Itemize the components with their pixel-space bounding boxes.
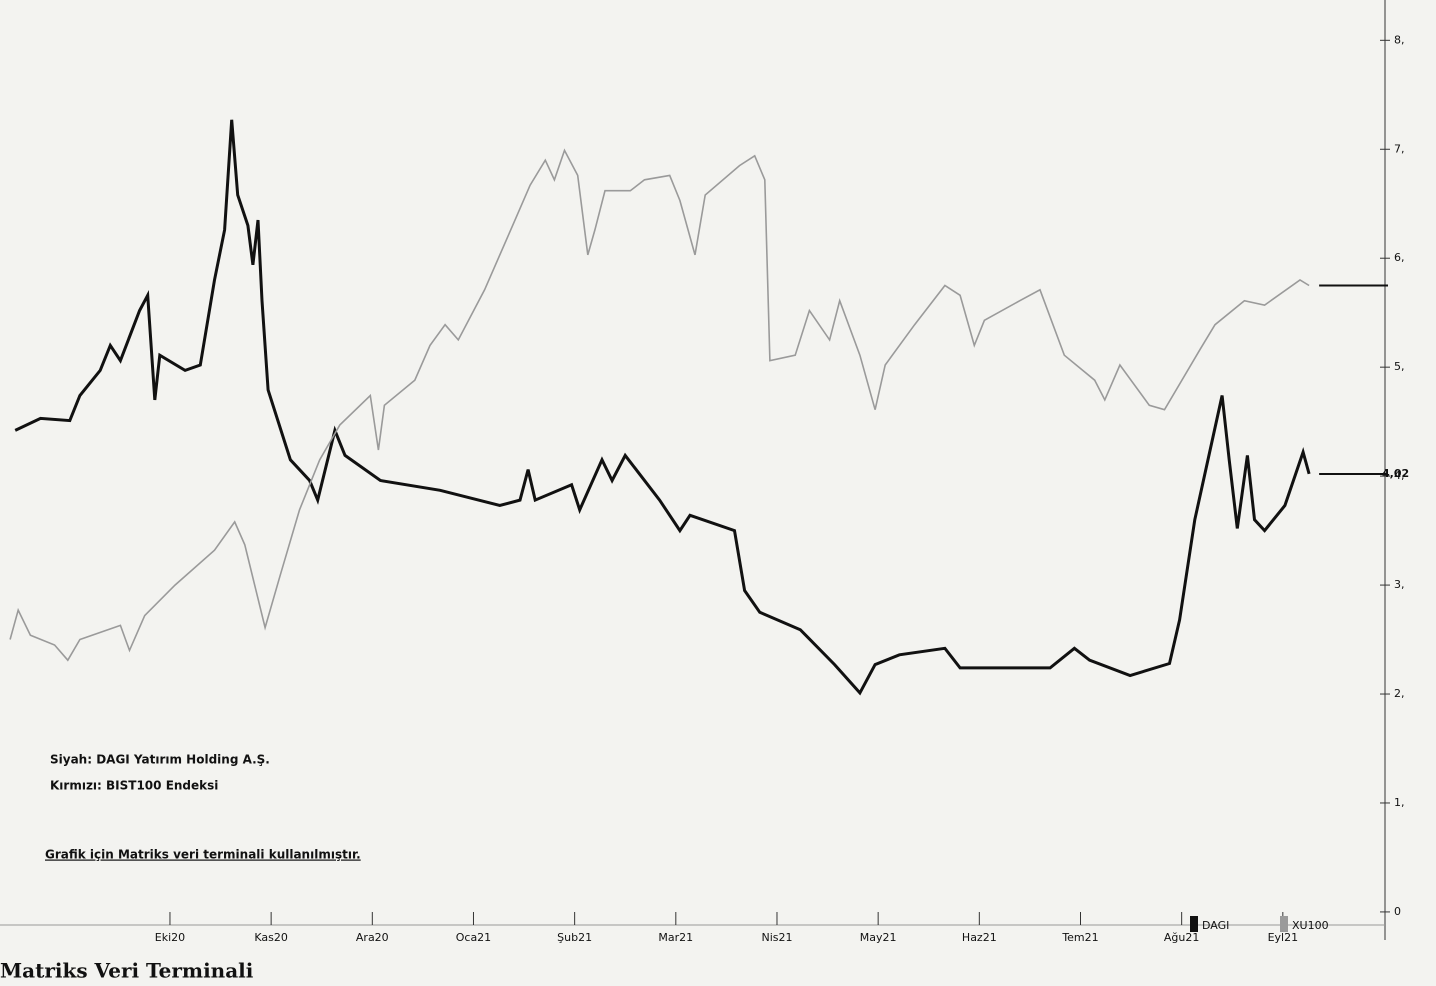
y-tick-label: 3, bbox=[1394, 578, 1405, 591]
legend-note: Kırmızı: BIST100 Endeksi bbox=[50, 779, 218, 793]
last-price-label: 4,02 bbox=[1382, 467, 1409, 480]
series-line bbox=[9, 148, 1310, 662]
legend-note: Siyah: DAGI Yatırım Holding A.Ş. bbox=[50, 753, 270, 767]
y-tick-label: 5, bbox=[1394, 360, 1405, 373]
y-tick-label: 2, bbox=[1394, 687, 1405, 700]
x-tick-label: Ara20 bbox=[356, 931, 389, 944]
legend-label: XU100 bbox=[1292, 919, 1329, 932]
y-tick-label: 6, bbox=[1394, 251, 1405, 264]
x-tick-label: Eki20 bbox=[155, 931, 185, 944]
x-tick-label: Haz21 bbox=[962, 931, 997, 944]
y-tick-label: 8, bbox=[1394, 33, 1405, 46]
x-tick-label: Eyl21 bbox=[1268, 931, 1299, 944]
series-line bbox=[14, 119, 1311, 696]
y-tick-label: 4, bbox=[1394, 469, 1405, 482]
y-tick-label: 7, bbox=[1394, 142, 1405, 155]
footer: Matriks Veri Terminali bbox=[0, 959, 254, 983]
x-tick-label: Tem21 bbox=[1061, 931, 1098, 944]
legend-swatch bbox=[1280, 916, 1288, 932]
x-tick-label: May21 bbox=[860, 931, 897, 944]
x-tick-label: Nis21 bbox=[761, 931, 792, 944]
legend-label: DAGI bbox=[1202, 919, 1229, 932]
y-tick-label: 1, bbox=[1394, 796, 1405, 809]
legend-swatch bbox=[1190, 916, 1198, 932]
x-tick-label: Mar21 bbox=[658, 931, 693, 944]
x-tick-label: Şub21 bbox=[557, 931, 592, 944]
x-tick-label: Ağu21 bbox=[1164, 931, 1199, 944]
y-tick-label: 0 bbox=[1394, 905, 1401, 918]
source-note: Grafik için Matriks veri terminali kulla… bbox=[45, 848, 361, 862]
x-tick-label: Kas20 bbox=[254, 931, 288, 944]
x-tick-label: Oca21 bbox=[456, 931, 491, 944]
